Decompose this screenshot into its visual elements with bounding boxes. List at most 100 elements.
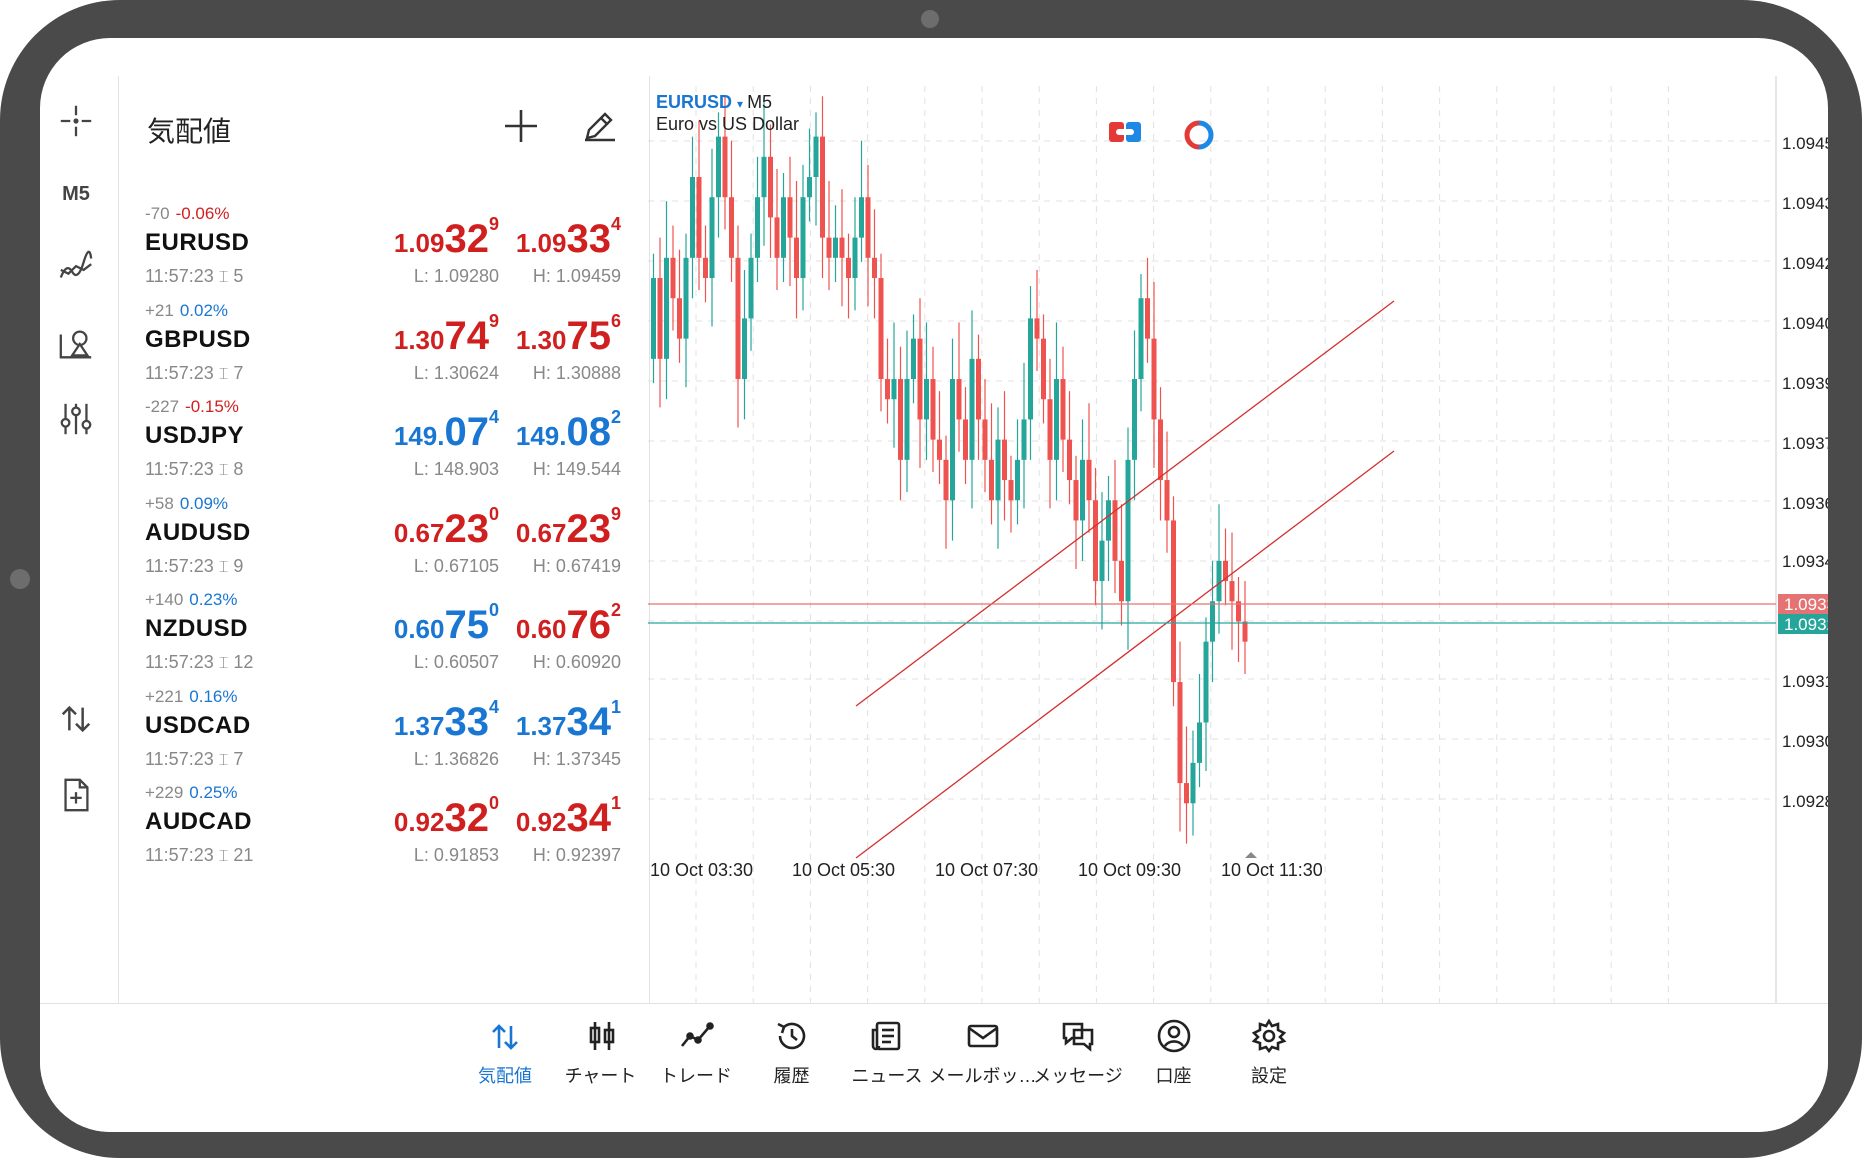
low-price: L: 1.36826 xyxy=(413,748,499,769)
ask-price[interactable]: 1.37341 xyxy=(515,696,621,744)
candle-body xyxy=(1229,581,1235,602)
one-click-trading-icon[interactable] xyxy=(1108,120,1142,144)
chart-symbol: EURUSD xyxy=(656,92,733,112)
spread-value: 5 xyxy=(233,266,244,286)
nav-item-quotes[interactable]: 気配値 xyxy=(450,1018,560,1088)
trade-arrows-button[interactable] xyxy=(50,693,102,745)
add-symbol-icon[interactable] xyxy=(501,106,541,146)
indicators-button[interactable] xyxy=(50,242,102,294)
nav-item-messages[interactable]: メッセージ xyxy=(1023,1018,1133,1088)
bid-price[interactable]: 1.30749 xyxy=(393,310,499,358)
candle-body xyxy=(807,177,812,198)
ask-price[interactable]: 1.09334 xyxy=(515,214,621,261)
price-axis-label: 1.09375 xyxy=(1782,434,1828,453)
quote-row[interactable]: +140 0.23% NZDUSD 11:57:23 ⌶ 12 0.60750 0.607… xyxy=(119,590,649,705)
bid-price[interactable]: 149.074 xyxy=(393,407,499,454)
crosshair-icon xyxy=(60,105,92,137)
candle-body xyxy=(1086,459,1092,501)
signal-status-icon[interactable] xyxy=(1184,120,1214,150)
candlestick-chart[interactable]: 1.09450 1.09435 1.09420 1.09405 1.09390 1.093… xyxy=(648,76,1828,1009)
change-percent: 0.16% xyxy=(189,686,238,706)
crosshair-button[interactable] xyxy=(50,95,102,147)
quote-row[interactable]: +58 0.09% AUDUSD 11:57:23 ⌶ 9 0.67230 0.67239… xyxy=(119,494,649,609)
high-price: H: 1.09459 xyxy=(532,266,621,286)
nav-label: メールボッ… xyxy=(928,1066,1037,1086)
price-chart[interactable]: 1.09450 1.09435 1.09420 1.09405 1.09390 1.093… xyxy=(648,76,1828,1009)
candle-body xyxy=(703,257,708,279)
ask-price[interactable]: 0.67239 xyxy=(515,503,621,551)
candle-body xyxy=(826,237,832,258)
change-points: +21 xyxy=(145,300,174,320)
candle-body xyxy=(878,278,884,380)
side-sensor xyxy=(10,569,30,589)
candle-body xyxy=(1145,298,1150,339)
timeframe-button[interactable]: M5 xyxy=(50,168,102,220)
candle-body xyxy=(1015,459,1020,501)
nav-item-account[interactable]: 口座 xyxy=(1119,1018,1229,1088)
quote-row[interactable]: -70 -0.06% EURUSD 11:57:23 ⌶ 5 1.09329 1.0933… xyxy=(119,204,649,319)
candle-body xyxy=(664,257,669,359)
candle-body xyxy=(1073,480,1079,521)
change-points: +229 xyxy=(145,783,184,802)
chart-timeframe: M5 xyxy=(747,92,773,112)
nav-item-history[interactable]: 履歴 xyxy=(737,1018,847,1088)
shapes-icon xyxy=(59,330,92,359)
candle-body xyxy=(1106,500,1111,541)
bid-price[interactable]: 1.09329 xyxy=(393,214,499,261)
up-down-arrows-icon xyxy=(61,705,91,733)
quote-row[interactable]: +229 0.25% AUDCAD 11:57:23 ⌶ 21 0.92320 0.923… xyxy=(119,783,649,898)
chart-symbol-selector[interactable]: EURUSD ▾ M5 xyxy=(656,92,772,113)
chart-settings-button[interactable] xyxy=(50,393,102,445)
nav-label: トレード xyxy=(660,1066,732,1086)
settings-icon xyxy=(1251,1018,1287,1054)
candle-body xyxy=(839,237,845,258)
nav-item-news[interactable]: ニュース xyxy=(832,1018,942,1088)
quote-timestamp: 11:57:23 xyxy=(145,362,214,383)
bid-price[interactable]: 0.67230 xyxy=(393,503,499,551)
messages-icon xyxy=(1062,1022,1094,1052)
quote-change: -227 -0.15% xyxy=(145,397,239,417)
quote-row[interactable]: +21 0.02% GBPUSD 11:57:23 ⌶ 7 1.30749 1.30756… xyxy=(119,301,649,416)
bid-price-tag xyxy=(1778,614,1828,634)
change-percent: 0.23% xyxy=(189,590,238,609)
price-axis-label: 1.09420 xyxy=(1782,254,1828,273)
candle-body xyxy=(1164,480,1170,521)
quotes-icon xyxy=(492,1024,518,1050)
nav-item-settings[interactable]: 設定 xyxy=(1214,1018,1324,1088)
nav-item-chart[interactable]: チャート xyxy=(546,1018,656,1088)
candle-body xyxy=(657,278,663,359)
objects-button[interactable] xyxy=(50,318,102,370)
bid-price[interactable]: 0.92320 xyxy=(393,793,499,840)
price-axis-label: 1.09300 xyxy=(1782,732,1828,751)
nav-item-mail[interactable]: メールボッ… xyxy=(928,1018,1038,1088)
quote-time: 11:57:23 ⌶ 9 xyxy=(145,556,243,577)
ask-price[interactable]: 0.60762 xyxy=(515,600,621,647)
news-icon xyxy=(871,1021,901,1051)
candle-body xyxy=(1002,439,1007,481)
ask-price[interactable]: 1.30756 xyxy=(515,310,621,358)
quote-row[interactable]: +221 0.16% USDCAD 11:57:23 ⌶ 7 1.37334 1.3734… xyxy=(119,687,649,802)
candle-body xyxy=(774,217,780,258)
price-axis-label: 1.09450 xyxy=(1782,134,1828,153)
quote-change: +21 0.02% xyxy=(145,301,228,321)
price-axis-label: 1.09390 xyxy=(1782,374,1828,393)
ask-price[interactable]: 0.92341 xyxy=(515,793,621,840)
channel-line-upper xyxy=(855,300,1395,707)
quote-timestamp: 11:57:23 xyxy=(145,748,214,769)
quote-row[interactable]: -227 -0.15% USDJPY 11:57:23 ⌶ 8 149.074 149.0… xyxy=(119,397,649,512)
bid-price[interactable]: 0.60750 xyxy=(393,600,499,647)
edit-pencil-icon[interactable] xyxy=(581,108,617,144)
time-axis-label: 10 Oct 07:30 xyxy=(935,860,1038,880)
ask-price[interactable]: 149.082 xyxy=(515,407,621,454)
nav-item-trade[interactable]: トレード xyxy=(641,1018,751,1088)
candle-body xyxy=(690,177,695,258)
price-axis-label: 1.09285 xyxy=(1782,792,1828,811)
new-order-button[interactable] xyxy=(50,769,102,821)
bid-price[interactable]: 1.37334 xyxy=(393,696,499,744)
candle-body xyxy=(1021,419,1027,460)
mail-icon xyxy=(967,1024,998,1048)
app-screen: M5 気配値 -70 -0.06% EURUSD 11:57:23 ⌶ 5 1.0932… xyxy=(40,38,1828,1132)
change-points: +140 xyxy=(145,590,184,609)
candle-body xyxy=(885,379,890,400)
candle-body xyxy=(755,197,760,258)
